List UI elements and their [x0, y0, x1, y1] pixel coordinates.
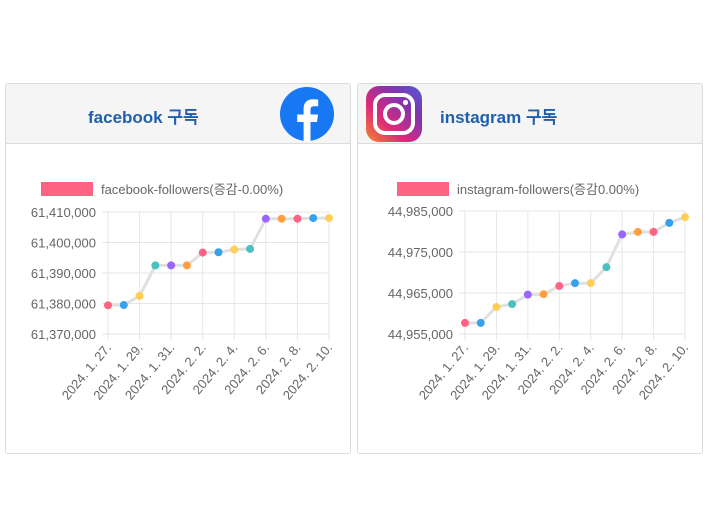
data-point[interactable]	[665, 218, 674, 227]
data-point[interactable]	[309, 214, 318, 223]
facebook-card-header: facebook 구독	[6, 84, 350, 144]
instagram-logo-icon	[366, 86, 422, 142]
data-point[interactable]	[277, 214, 286, 223]
data-point[interactable]	[523, 290, 532, 299]
data-point[interactable]	[539, 290, 548, 299]
data-point[interactable]	[151, 261, 160, 270]
y-tick-label: 61,380,000	[31, 297, 96, 312]
data-point[interactable]	[618, 230, 627, 239]
data-point[interactable]	[555, 282, 564, 291]
data-point[interactable]	[649, 227, 658, 236]
data-point[interactable]	[246, 244, 255, 253]
data-point[interactable]	[135, 291, 144, 300]
data-point[interactable]	[461, 318, 469, 327]
data-point[interactable]	[261, 214, 270, 223]
data-point[interactable]	[182, 261, 191, 270]
data-point[interactable]	[571, 279, 579, 288]
data-point[interactable]	[633, 227, 642, 236]
instagram-card-header: instagram 구독	[358, 84, 702, 144]
legend-swatch	[41, 182, 93, 196]
data-point[interactable]	[681, 213, 689, 222]
data-point[interactable]	[230, 245, 239, 254]
y-tick-label: 61,400,000	[31, 236, 96, 251]
facebook-card-title: facebook 구독	[88, 108, 199, 127]
facebook-card: facebook 구독 facebook-followers(증감-0.00%)…	[5, 83, 351, 454]
facebook-logo-icon	[280, 87, 334, 141]
legend-swatch	[397, 182, 449, 196]
instagram-followers-chart: instagram-followers(증감0.00%) 44,985,000 44…	[388, 182, 691, 403]
legend-label: instagram-followers(증감0.00%)	[457, 182, 639, 197]
y-tick-label: 61,370,000	[31, 327, 96, 342]
data-point[interactable]	[293, 214, 302, 223]
data-point[interactable]	[167, 261, 176, 270]
data-point[interactable]	[586, 279, 595, 288]
data-point[interactable]	[602, 263, 611, 272]
data-point[interactable]	[119, 301, 128, 310]
data-point[interactable]	[198, 248, 207, 257]
data-point[interactable]	[508, 300, 517, 309]
facebook-followers-chart: facebook-followers(증감-0.00%) 61,410,000 61…	[31, 182, 335, 403]
data-point[interactable]	[214, 248, 223, 257]
y-tick-label: 44,965,000	[388, 286, 453, 301]
instagram-card-title: instagram 구독	[440, 108, 558, 127]
data-point[interactable]	[476, 318, 485, 327]
y-tick-label: 61,410,000	[31, 205, 96, 220]
data-point[interactable]	[325, 214, 333, 223]
y-tick-label: 44,975,000	[388, 245, 453, 260]
data-point[interactable]	[104, 301, 112, 310]
y-tick-label: 61,390,000	[31, 266, 96, 281]
y-tick-label: 44,955,000	[388, 327, 453, 342]
instagram-card: instagram 구독 instagram-followers(증감0.00%…	[357, 83, 703, 454]
data-point[interactable]	[492, 302, 501, 311]
y-tick-label: 44,985,000	[388, 204, 453, 219]
legend-label: facebook-followers(증감-0.00%)	[101, 182, 283, 197]
